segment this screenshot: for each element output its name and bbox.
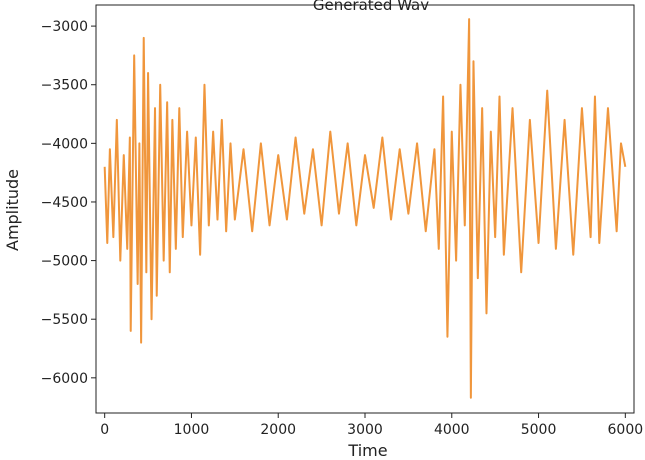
x-tick-label: 4000 (434, 422, 470, 438)
x-axis: 0 1000 2000 3000 4000 5000 6000 (100, 413, 643, 438)
series-line (103, 18, 627, 399)
x-tick-label: 5000 (521, 422, 557, 438)
y-tick-label: −6000 (41, 371, 88, 387)
x-tick-label: 0 (100, 422, 109, 438)
y-tick-label: −4500 (41, 195, 88, 211)
y-tick-label: −5500 (41, 312, 88, 328)
x-axis-label: Time (347, 441, 387, 460)
x-tick-label: 1000 (174, 422, 210, 438)
x-tick-label: 6000 (608, 422, 644, 438)
y-tick-label: −5000 (41, 254, 88, 270)
y-tick-label: −4000 (41, 136, 88, 152)
x-tick-label: 2000 (260, 422, 296, 438)
y-axis-label: Amplitude (3, 169, 22, 251)
x-tick-label: 3000 (347, 422, 383, 438)
chart-title: Generated Wav (313, 0, 429, 14)
y-axis: −6000 −5500 −5000 −4500 −4000 −3500 −3000 (41, 19, 96, 387)
series-layer (103, 18, 627, 399)
y-tick-label: −3500 (41, 78, 88, 94)
y-tick-label: −3000 (41, 19, 88, 35)
